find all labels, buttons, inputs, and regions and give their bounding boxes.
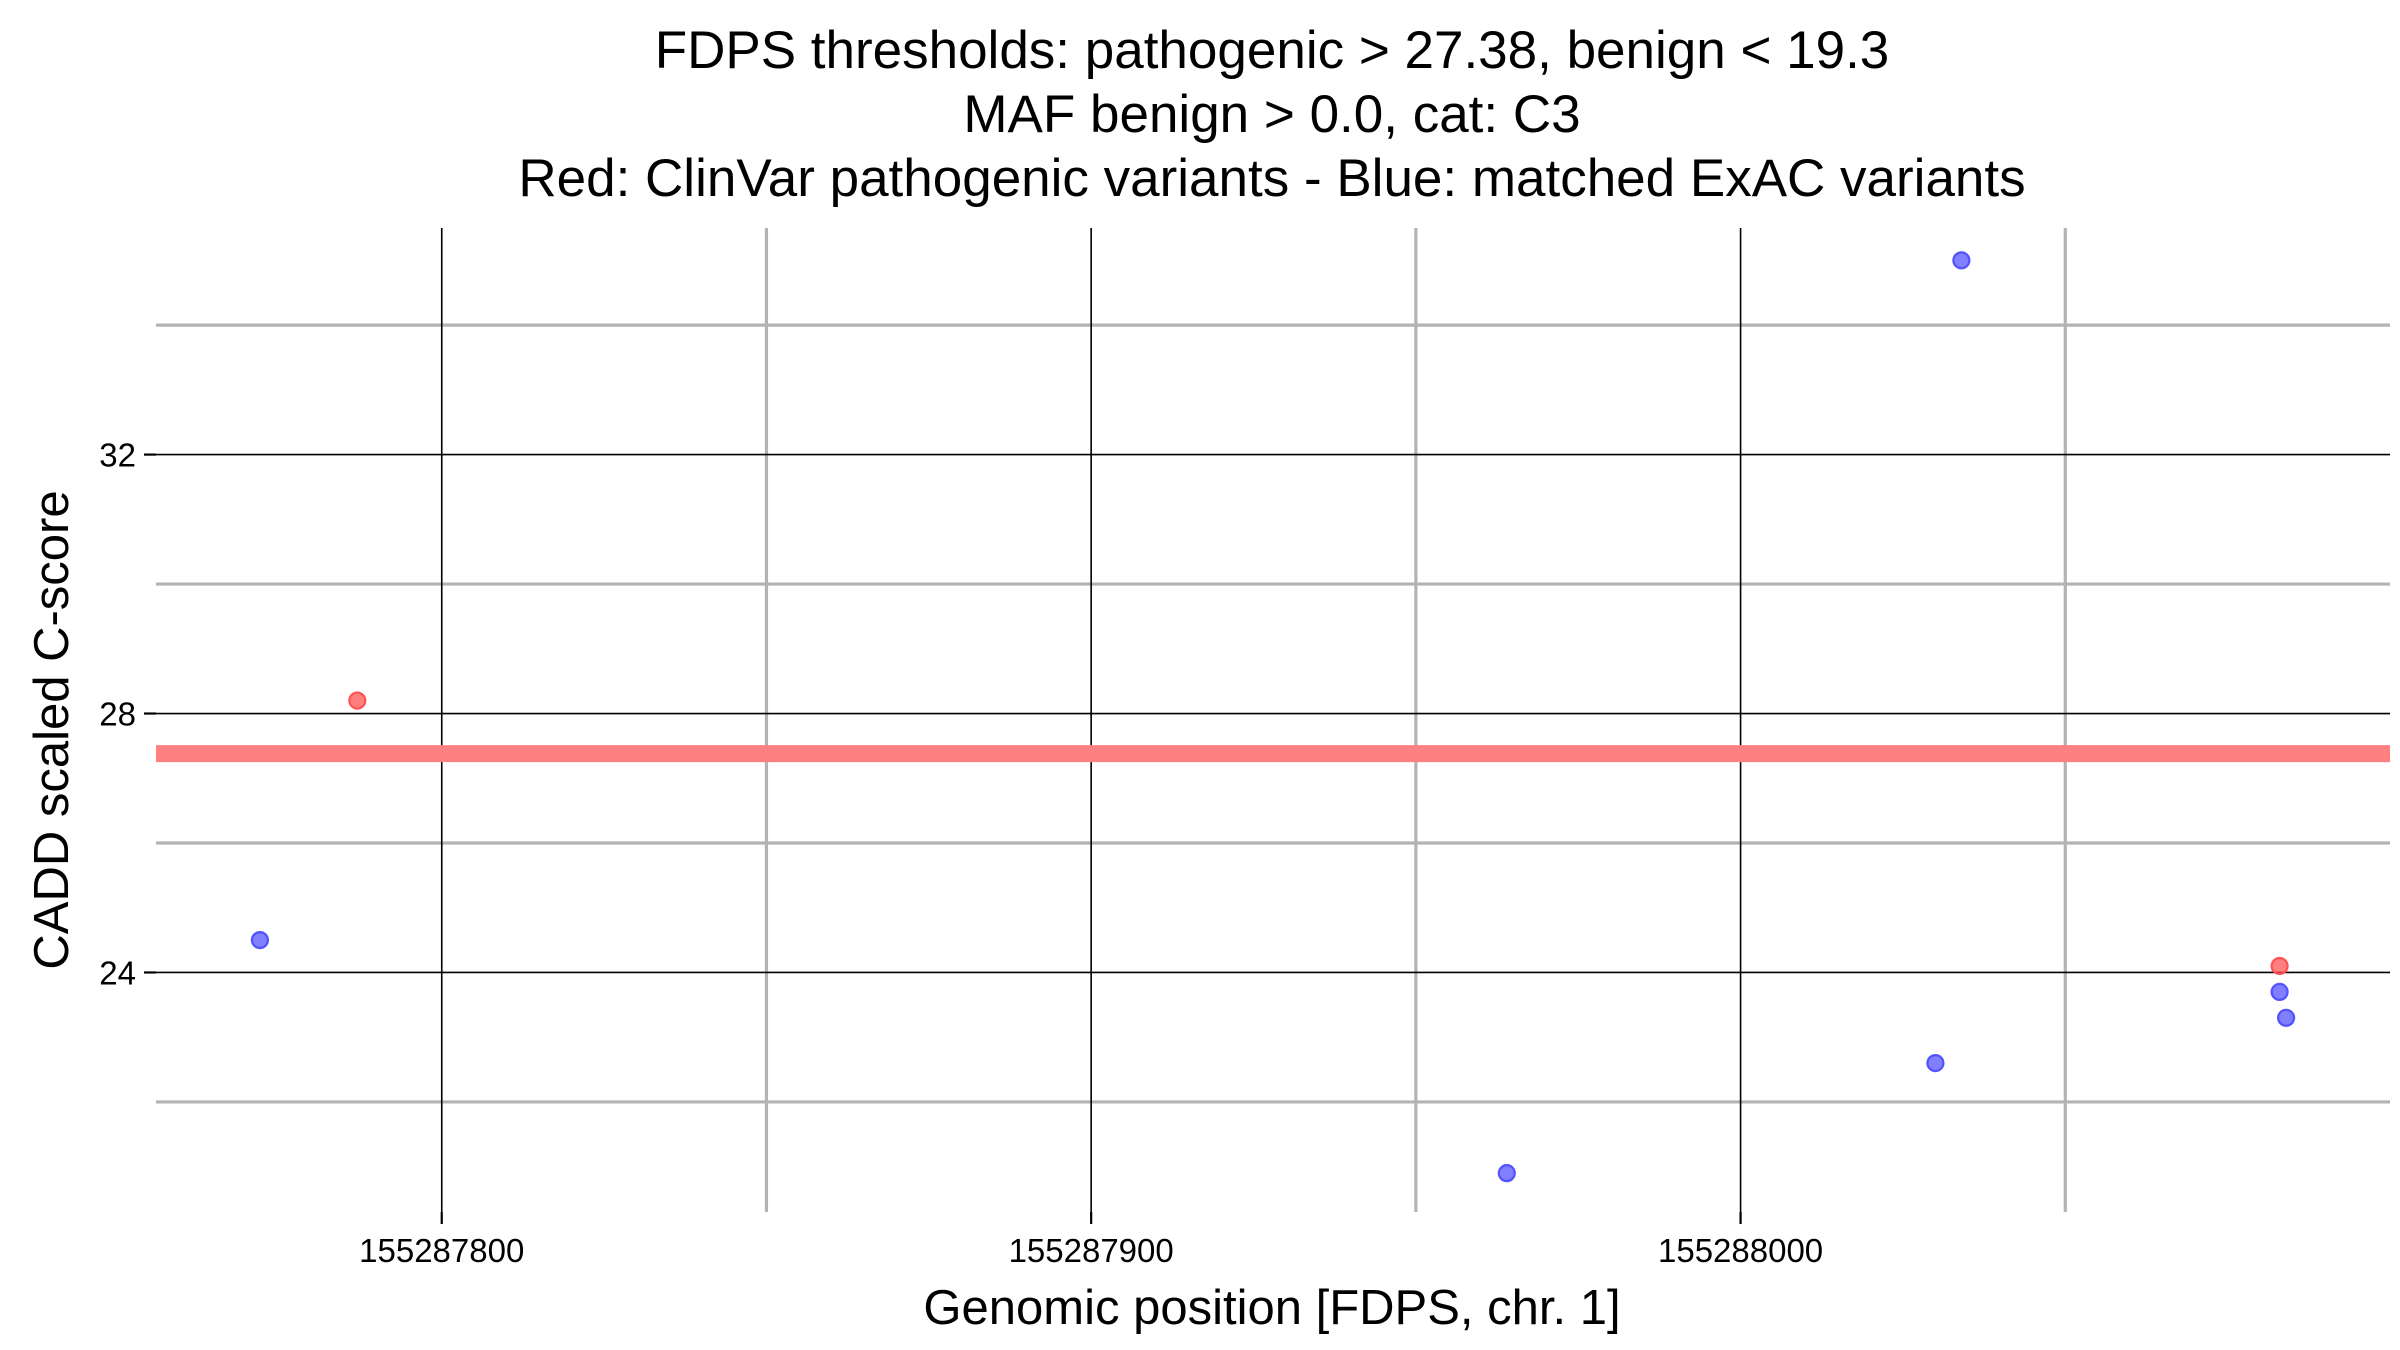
x-tick-label-2: 155288000 bbox=[1658, 1232, 1823, 1269]
x-axis-title: Genomic position [FDPS, chr. 1] bbox=[923, 1281, 1620, 1335]
y-axis-title: CADD scaled C-score bbox=[25, 490, 79, 969]
point-series1-1 bbox=[1499, 1165, 1515, 1181]
x-axis: 155287800 155287900 155288000 bbox=[359, 1212, 1823, 1269]
y-tick-label-1: 28 bbox=[99, 696, 136, 733]
data-points bbox=[252, 252, 2294, 1181]
title-line-1: FDPS thresholds: pathogenic > 27.38, ben… bbox=[655, 21, 1890, 80]
title-line-3: Red: ClinVar pathogenic variants - Blue:… bbox=[518, 149, 2025, 208]
y-axis: 24 28 32 bbox=[99, 437, 156, 992]
point-series1-5 bbox=[2278, 1010, 2294, 1026]
point-series0-1 bbox=[2272, 958, 2288, 974]
point-series1-2 bbox=[1927, 1055, 1943, 1071]
point-series1-3 bbox=[1953, 252, 1969, 268]
y-tick-label-0: 24 bbox=[99, 954, 136, 991]
chart-title: FDPS thresholds: pathogenic > 27.38, ben… bbox=[518, 21, 2025, 208]
point-series1-0 bbox=[252, 932, 268, 948]
y-tick-label-2: 32 bbox=[99, 437, 136, 474]
minor-gridlines bbox=[156, 228, 2390, 1212]
point-series1-4 bbox=[2272, 984, 2288, 1000]
major-gridlines bbox=[156, 228, 2390, 1212]
x-tick-label-1: 155287900 bbox=[1009, 1232, 1174, 1269]
title-line-2: MAF benign > 0.0, cat: C3 bbox=[963, 85, 1580, 144]
point-series0-0 bbox=[349, 693, 365, 709]
x-tick-label-0: 155287800 bbox=[359, 1232, 524, 1269]
